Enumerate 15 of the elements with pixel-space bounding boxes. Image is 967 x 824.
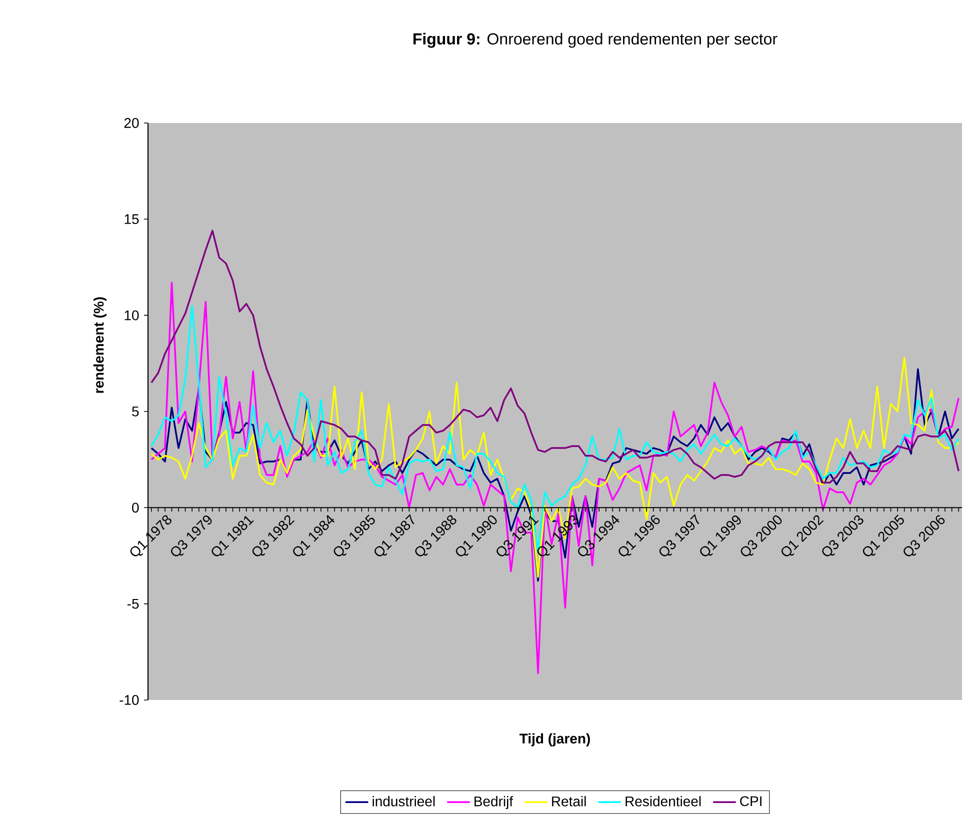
- chart-title: Figuur 9: Onroerend goed rendementen per sector: [413, 32, 778, 48]
- y-tick-label: 0: [132, 502, 139, 513]
- legend-label: Residentieel: [626, 796, 701, 806]
- y-tick-label: 15: [124, 214, 139, 224]
- legend-label: Bedrijf: [474, 796, 514, 810]
- y-tick-label: 5: [132, 406, 139, 416]
- legend-label: CPI: [740, 796, 762, 806]
- y-tick-label: -10: [120, 695, 139, 705]
- legend-label: industrieel: [372, 796, 435, 806]
- y-tick-label: 20: [124, 118, 139, 128]
- y-axis-title: rendement (%): [93, 297, 107, 393]
- y-tick-label: 10: [124, 310, 139, 320]
- x-axis-title: Tijd (jaren): [520, 733, 590, 746]
- legend-label: Retail: [552, 796, 586, 806]
- y-tick-label: -5: [127, 598, 139, 609]
